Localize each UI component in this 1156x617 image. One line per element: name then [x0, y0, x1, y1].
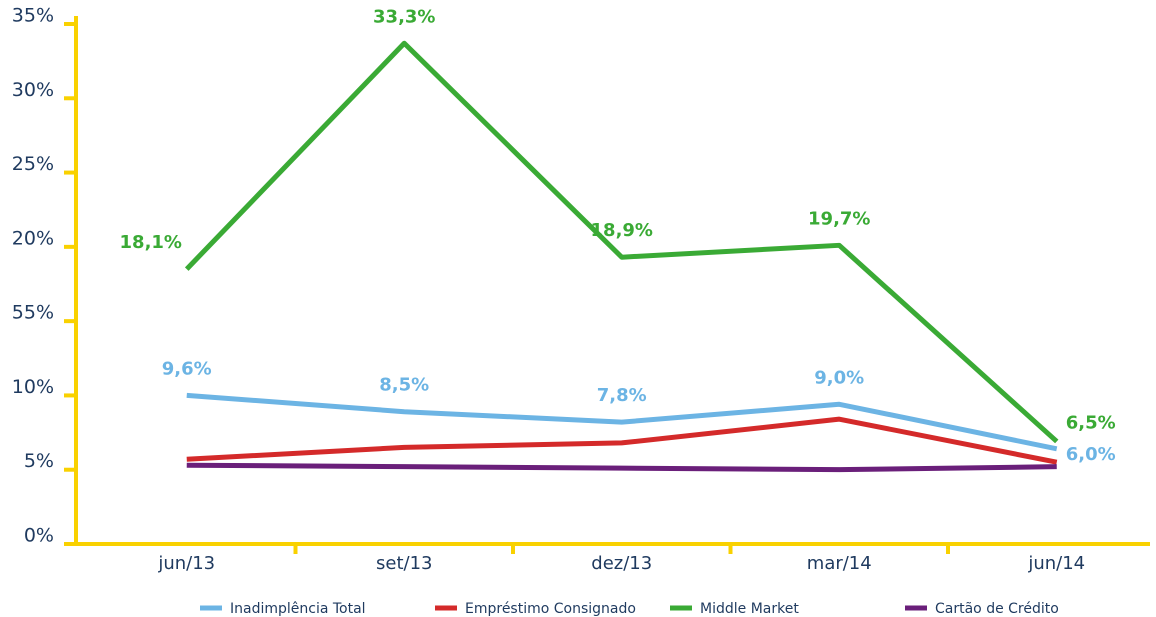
x-tick-label: set/13	[376, 553, 432, 574]
value-label: 19,7%	[808, 208, 870, 229]
y-tick-label: 0%	[24, 525, 54, 547]
x-tick-label: jun/14	[1027, 553, 1085, 574]
value-label: 9,0%	[814, 367, 864, 388]
series-line	[186, 392, 1058, 452]
value-label: 6,5%	[1066, 412, 1116, 433]
x-tick-label: jun/13	[157, 553, 215, 574]
value-label: 9,6%	[162, 358, 212, 379]
y-tick-label: 10%	[12, 376, 54, 398]
legend-label: Middle Market	[700, 601, 799, 617]
value-label: 8,5%	[379, 375, 429, 396]
x-tick-label: mar/14	[807, 553, 872, 574]
value-label: 18,1%	[120, 232, 182, 253]
y-tick-label: 5%	[24, 450, 54, 472]
y-tick-label: 35%	[12, 5, 54, 27]
y-tick-label: 20%	[12, 227, 54, 249]
legend-label: Inadimplência Total	[230, 601, 366, 617]
value-label: 33,3%	[373, 6, 435, 27]
series-line	[186, 416, 1058, 465]
y-tick-label: 25%	[12, 153, 54, 175]
series-line	[186, 462, 1057, 473]
value-label: 6,0%	[1066, 444, 1116, 465]
value-label: 18,9%	[591, 220, 653, 241]
legend-label: Empréstimo Consignado	[465, 601, 636, 617]
series-line	[184, 40, 1059, 444]
y-tick-label: 30%	[12, 79, 54, 101]
x-tick-label: dez/13	[591, 553, 652, 574]
y-tick-label: 55%	[12, 302, 54, 324]
legend-label: Cartão de Crédito	[935, 601, 1059, 617]
value-label: 7,8%	[597, 385, 647, 406]
